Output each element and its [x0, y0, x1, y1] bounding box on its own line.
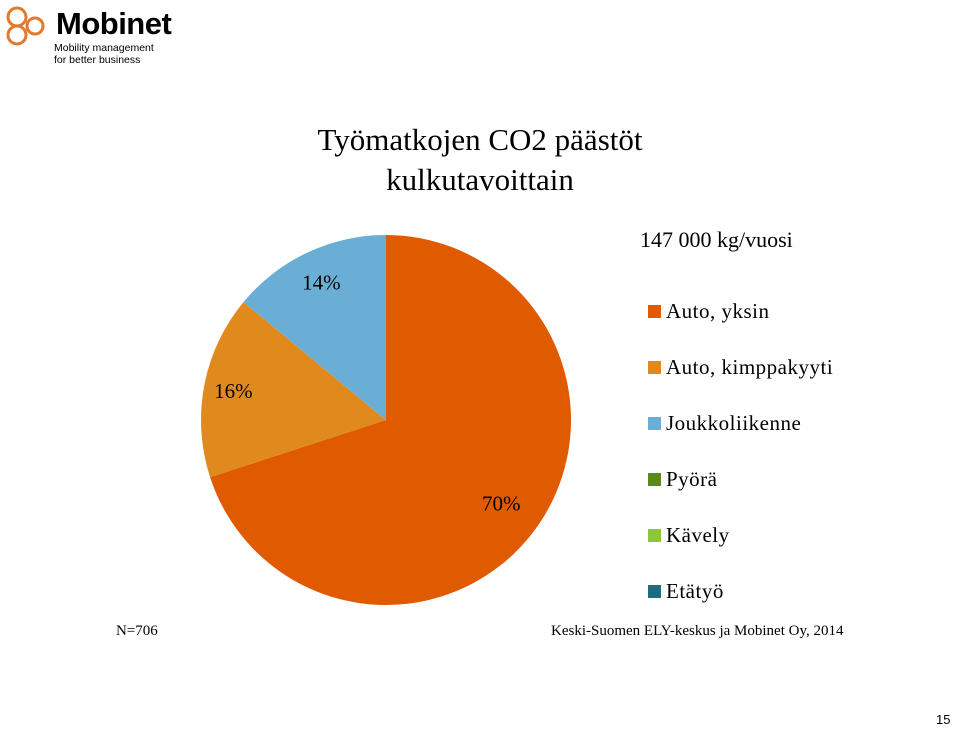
pie-data-label: 14%: [302, 271, 341, 295]
legend-label: Kävely: [666, 522, 730, 547]
pie-data-label: 70%: [482, 492, 521, 516]
legend-label: Auto, yksin: [666, 298, 770, 323]
legend-label: Joukkoliikenne: [666, 410, 802, 435]
legend-swatch: [648, 584, 661, 598]
legend-swatch: [648, 528, 661, 542]
source-text: Keski-Suomen ELY-keskus ja Mobinet Oy, 2…: [551, 623, 844, 639]
logo-tagline-1: Mobility management: [54, 42, 154, 54]
chart-title-line-1: Työmatkojen CO2 päästöt: [317, 122, 643, 157]
chart-title-line-2: kulkutavoittain: [386, 162, 574, 197]
mobinet-logo: Mobinet Mobility management for better b…: [4, 4, 204, 68]
logo-tagline-2: for better business: [54, 54, 141, 66]
page-number: 15: [936, 712, 951, 727]
legend-swatch: [648, 416, 661, 430]
legend-swatch: [648, 304, 661, 318]
chart-legend: Auto, yksin Auto, kimppakyyti Joukkoliiken…: [648, 283, 833, 619]
pie-slice-auto-yksin: [210, 235, 572, 605]
legend-label: Pyörä: [666, 466, 718, 491]
logo-circles-icon: [6, 6, 45, 46]
legend-swatch: [648, 472, 661, 486]
legend-item: Auto, yksin: [648, 283, 833, 339]
legend-header: 147 000 kg/vuosi: [640, 227, 793, 252]
logo-name: Mobinet: [56, 6, 172, 41]
sample-size: N=706: [116, 623, 158, 639]
pie-slice-auto-kimppakyyti: [200, 302, 386, 478]
legend-item: Pyörä: [648, 451, 833, 507]
logo-tagline: Mobility management for better business: [54, 42, 154, 66]
pie-data-label: 16%: [214, 379, 253, 403]
legend-item: Joukkoliikenne: [648, 395, 833, 451]
chart-title: Työmatkojen CO2 päästöt kulkutavoittain: [180, 120, 780, 200]
legend-label: Etätyö: [666, 578, 724, 603]
legend-item: Etätyö: [648, 563, 833, 619]
legend-label: Auto, kimppakyyti: [666, 354, 834, 379]
legend-item: Auto, kimppakyyti: [648, 339, 833, 395]
pie-slice-joukkoliikenne: [243, 235, 386, 420]
legend-item: Kävely: [648, 507, 833, 563]
legend-swatch: [648, 360, 661, 374]
